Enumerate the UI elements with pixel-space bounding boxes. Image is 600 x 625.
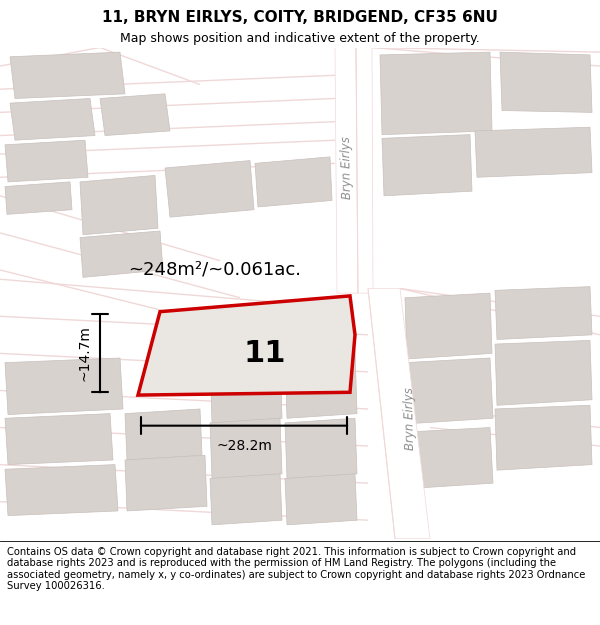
Polygon shape xyxy=(210,353,282,423)
Polygon shape xyxy=(210,474,282,525)
Polygon shape xyxy=(368,289,430,539)
Text: Map shows position and indicative extent of the property.: Map shows position and indicative extent… xyxy=(120,32,480,45)
Polygon shape xyxy=(382,134,472,196)
Text: Bryn Eirlys: Bryn Eirlys xyxy=(403,387,417,450)
Polygon shape xyxy=(5,414,113,464)
Polygon shape xyxy=(255,157,332,207)
Polygon shape xyxy=(5,358,123,414)
Polygon shape xyxy=(210,418,282,479)
Polygon shape xyxy=(5,140,88,182)
Text: Contains OS data © Crown copyright and database right 2021. This information is : Contains OS data © Crown copyright and d… xyxy=(7,546,586,591)
Polygon shape xyxy=(10,99,95,140)
Polygon shape xyxy=(125,409,202,460)
Polygon shape xyxy=(495,341,592,405)
Polygon shape xyxy=(285,418,357,479)
Polygon shape xyxy=(380,52,492,134)
Polygon shape xyxy=(80,176,158,235)
Text: 11, BRYN EIRLYS, COITY, BRIDGEND, CF35 6NU: 11, BRYN EIRLYS, COITY, BRIDGEND, CF35 6… xyxy=(102,9,498,24)
Polygon shape xyxy=(285,349,357,418)
Polygon shape xyxy=(500,52,592,112)
Text: Bryn Eirlys: Bryn Eirlys xyxy=(340,136,354,199)
Polygon shape xyxy=(285,474,357,525)
Polygon shape xyxy=(5,182,72,214)
Polygon shape xyxy=(335,48,358,293)
Polygon shape xyxy=(495,287,592,339)
Polygon shape xyxy=(405,358,493,424)
Polygon shape xyxy=(138,296,355,395)
Text: ~248m²/~0.061ac.: ~248m²/~0.061ac. xyxy=(128,261,302,279)
Polygon shape xyxy=(100,94,170,136)
Polygon shape xyxy=(5,464,118,516)
Polygon shape xyxy=(405,293,492,359)
Polygon shape xyxy=(10,52,125,99)
Polygon shape xyxy=(475,127,592,177)
Text: ~28.2m: ~28.2m xyxy=(216,439,272,452)
Polygon shape xyxy=(165,161,254,217)
Polygon shape xyxy=(405,428,493,489)
Polygon shape xyxy=(495,405,592,470)
Text: ~14.7m: ~14.7m xyxy=(78,326,92,381)
Polygon shape xyxy=(356,48,373,293)
Polygon shape xyxy=(125,456,207,511)
Text: 11: 11 xyxy=(244,339,286,368)
Polygon shape xyxy=(80,231,163,278)
